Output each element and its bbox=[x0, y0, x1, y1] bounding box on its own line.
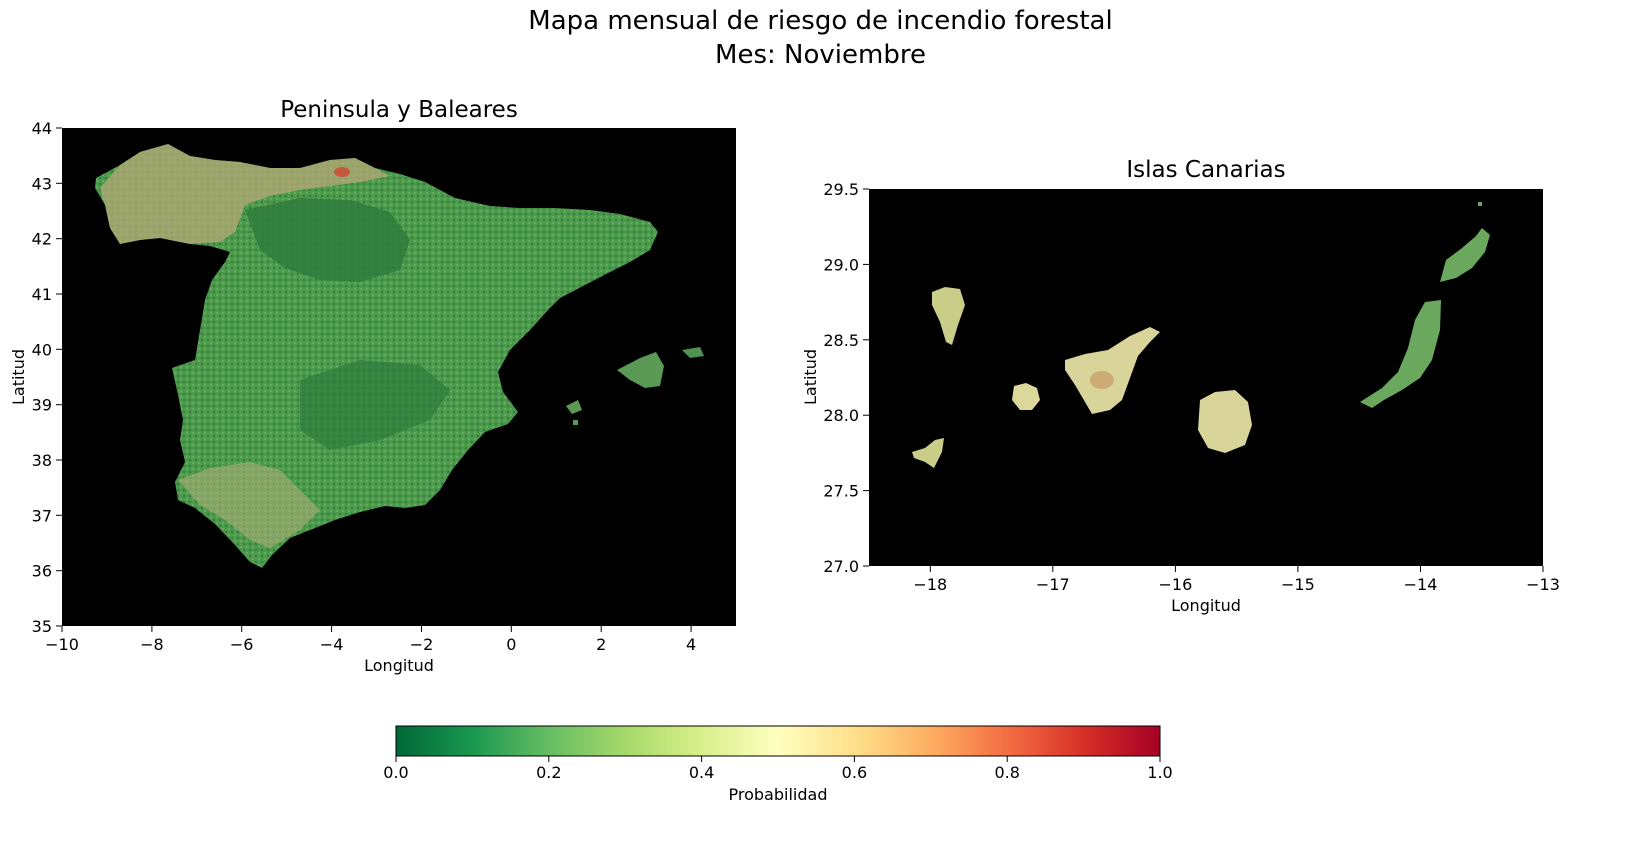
la-palma bbox=[932, 287, 965, 345]
canarias-ylabel: Latitud bbox=[801, 349, 820, 405]
canarias-ytick: 29.0 bbox=[823, 255, 859, 274]
canarias-xtick: −17 bbox=[1036, 575, 1070, 594]
peninsula-title: Peninsula y Baleares bbox=[280, 97, 518, 123]
canarias-title: Islas Canarias bbox=[1126, 157, 1286, 183]
canarias-xtick: −14 bbox=[1404, 575, 1438, 594]
peninsula-xtick: 0 bbox=[506, 635, 516, 654]
formentera bbox=[573, 420, 578, 425]
tenerife bbox=[1065, 327, 1160, 414]
figure-title-line2: Mes: Noviembre bbox=[715, 40, 926, 70]
peninsula-xtick: 4 bbox=[686, 635, 696, 654]
el-hierro bbox=[912, 438, 944, 468]
colorbar bbox=[395, 725, 1161, 757]
figure-title-line1: Mapa mensual de riesgo de incendio fores… bbox=[528, 6, 1113, 36]
figure-title: Mapa mensual de riesgo de incendio fores… bbox=[0, 4, 1641, 72]
tenerife-high-risk bbox=[1090, 371, 1114, 389]
peninsula-ytick: 42 bbox=[32, 230, 52, 249]
canarias-ytick: 28.0 bbox=[823, 406, 859, 425]
canarias-axes-ticks bbox=[863, 188, 1544, 572]
colorbar-tick: 0.2 bbox=[536, 763, 561, 782]
mallorca bbox=[617, 352, 664, 388]
canarias-xtick: −13 bbox=[1526, 575, 1560, 594]
peninsula-ylabel: Latitud bbox=[9, 349, 28, 405]
peninsula-xtick: −2 bbox=[410, 635, 434, 654]
iberia-south-belt bbox=[178, 462, 320, 548]
peninsula-xtick: −4 bbox=[320, 635, 344, 654]
ibiza bbox=[566, 400, 582, 414]
canarias-axes-background bbox=[869, 189, 1543, 566]
peninsula-ytick: 40 bbox=[32, 340, 52, 359]
canarias-xlabel: Longitud bbox=[1171, 596, 1241, 615]
iberia-north-belt bbox=[100, 144, 390, 244]
canarias-ytick: 27.0 bbox=[823, 557, 859, 576]
canarias-xtick: −18 bbox=[913, 575, 947, 594]
colorbar-tick: 0.8 bbox=[994, 763, 1019, 782]
peninsula-ytick: 37 bbox=[32, 506, 52, 525]
peninsula-axes-ticks bbox=[56, 127, 692, 632]
graciosa bbox=[1478, 202, 1482, 206]
peninsula-xtick: −6 bbox=[230, 635, 254, 654]
colorbar-tick: 0.4 bbox=[689, 763, 714, 782]
canarias-ytick: 29.5 bbox=[823, 180, 859, 199]
iberia-landmass bbox=[95, 144, 658, 568]
peninsula-ytick: 39 bbox=[32, 396, 52, 415]
iberia-meseta-dark bbox=[245, 198, 410, 282]
peninsula-ytick: 43 bbox=[32, 174, 52, 193]
peninsula-ytick: 38 bbox=[32, 451, 52, 470]
fuerteventura bbox=[1360, 300, 1441, 408]
high-risk-spot bbox=[334, 167, 350, 177]
colorbar-tick: 1.0 bbox=[1147, 763, 1172, 782]
peninsula-xlabel: Longitud bbox=[364, 656, 434, 675]
colorbar-label: Probabilidad bbox=[729, 785, 828, 804]
canarias-ytick: 27.5 bbox=[823, 482, 859, 501]
canarias-xtick: −16 bbox=[1159, 575, 1193, 594]
colorbar-tick: 0.0 bbox=[383, 763, 408, 782]
peninsula-ytick: 36 bbox=[32, 562, 52, 581]
peninsula-ytick: 41 bbox=[32, 285, 52, 304]
peninsula-xtick: −8 bbox=[140, 635, 164, 654]
menorca bbox=[682, 347, 704, 358]
peninsula-ytick: 35 bbox=[32, 617, 52, 636]
iberia-south-dark bbox=[300, 360, 450, 450]
lanzarote bbox=[1440, 228, 1490, 282]
gran-canaria bbox=[1198, 390, 1252, 453]
peninsula-xtick: −10 bbox=[45, 635, 79, 654]
colorbar-tick: 0.6 bbox=[842, 763, 867, 782]
canarias-ytick: 28.5 bbox=[823, 331, 859, 350]
peninsula-xtick: 2 bbox=[596, 635, 606, 654]
canarias-xtick: −15 bbox=[1281, 575, 1315, 594]
peninsula-ytick: 44 bbox=[32, 119, 52, 138]
colorbar-ticks bbox=[395, 756, 1161, 762]
la-gomera bbox=[1012, 383, 1040, 410]
